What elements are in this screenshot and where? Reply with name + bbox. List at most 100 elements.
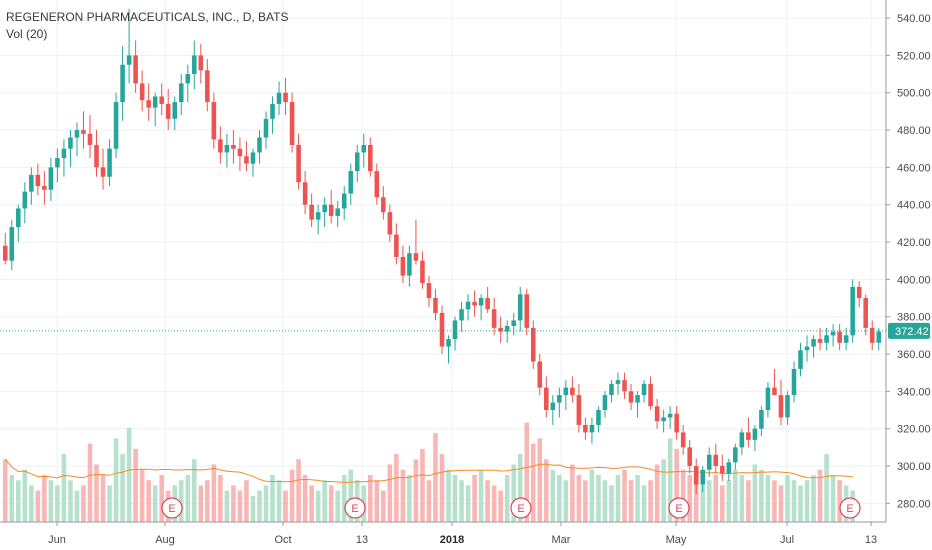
candle-body xyxy=(361,144,367,153)
candle-body xyxy=(420,260,425,284)
candle-body xyxy=(648,383,653,407)
volume-bar xyxy=(563,480,569,522)
volume-bar xyxy=(583,480,588,522)
volume-bar xyxy=(309,485,314,522)
volume-bar xyxy=(185,474,191,522)
volume-bar xyxy=(433,433,438,522)
candle-body xyxy=(850,286,855,336)
price-tick-label: 500.00 xyxy=(897,88,931,100)
candle-body xyxy=(680,432,686,448)
last-price-badge-bg xyxy=(888,322,930,339)
volume-bar xyxy=(713,474,719,522)
price-tick-label: 540.00 xyxy=(897,13,931,25)
candle-body xyxy=(720,466,725,474)
volume-bar xyxy=(452,474,458,522)
candle-body xyxy=(491,309,497,328)
volume-bar xyxy=(485,480,490,522)
candle-body xyxy=(394,234,399,257)
candle-body xyxy=(485,298,490,310)
volume-bar xyxy=(609,485,614,522)
candle-body xyxy=(667,413,673,418)
volume-bar xyxy=(491,485,497,522)
candle-body xyxy=(746,432,751,440)
candle-body xyxy=(9,227,15,261)
candle-body xyxy=(68,137,73,149)
candle-body xyxy=(152,96,158,108)
volume-bar xyxy=(120,454,125,522)
candle-body xyxy=(693,466,699,485)
volume-bar xyxy=(74,490,80,522)
volume-bar xyxy=(289,469,295,522)
volume-bar xyxy=(146,480,151,522)
candle-body xyxy=(472,301,477,306)
candle-body xyxy=(869,327,875,343)
candle-body xyxy=(289,102,295,145)
candle-body xyxy=(231,144,236,149)
candle-body xyxy=(315,212,321,220)
time-tick-label: 13 xyxy=(865,534,877,546)
volume-bar xyxy=(22,469,28,522)
price-tick-label: 480.00 xyxy=(897,125,931,137)
candle-body xyxy=(42,186,47,190)
volume-bar xyxy=(113,438,119,522)
candle-body xyxy=(328,204,334,216)
price-tick-label: 520.00 xyxy=(897,50,931,62)
candle-body xyxy=(524,294,530,328)
volume-bar xyxy=(107,485,112,522)
volume-bar xyxy=(511,464,516,522)
candle-body xyxy=(368,144,373,172)
candle-body xyxy=(61,148,67,159)
candle-body xyxy=(139,83,145,101)
volume-bar xyxy=(648,480,653,522)
candle-body xyxy=(296,144,301,183)
candle-body xyxy=(713,454,719,467)
candle-body xyxy=(837,331,842,343)
candle-body xyxy=(185,74,191,84)
candle-body xyxy=(244,156,249,164)
volume-bar xyxy=(322,480,327,522)
price-axis: 280.00 300.00 320.00 340.00 360.00 380.00 400.… xyxy=(885,0,931,522)
grid xyxy=(0,0,886,522)
candle-body xyxy=(726,462,732,474)
volume-bar xyxy=(211,464,217,522)
volume-bar xyxy=(400,469,406,522)
volume-bar xyxy=(368,474,373,522)
candle-body xyxy=(276,92,282,104)
candle-body xyxy=(87,133,93,145)
volume-bar xyxy=(837,480,842,522)
price-tick-label: 280.00 xyxy=(897,498,931,510)
candle-body xyxy=(302,182,308,205)
volume-bar xyxy=(55,485,60,522)
candle-body xyxy=(622,380,627,392)
candle-body xyxy=(752,428,758,440)
candle-body xyxy=(687,447,692,467)
volume-bar xyxy=(811,474,816,522)
volume-bar xyxy=(726,480,732,522)
earnings-marker-label: E xyxy=(517,503,524,515)
candle-body xyxy=(426,283,432,299)
candle-body xyxy=(81,130,86,134)
volume-bar xyxy=(772,480,777,522)
volume-bar xyxy=(244,480,249,522)
earnings-marker-label: E xyxy=(351,503,358,515)
volume-bar xyxy=(407,474,412,522)
candle-body xyxy=(628,391,634,403)
volume-bar xyxy=(635,474,640,522)
candle-body xyxy=(407,253,412,276)
candle-body xyxy=(785,395,790,418)
candle-body xyxy=(74,130,80,138)
volume-bar xyxy=(798,485,803,522)
candle-body xyxy=(35,174,41,187)
candle-body xyxy=(237,148,243,157)
last-price-value: 372.42 xyxy=(895,326,929,338)
volume-bar xyxy=(693,480,699,522)
volume-bar xyxy=(680,469,686,522)
volume-bar xyxy=(374,480,380,522)
last-price-badge: 372.42 xyxy=(888,322,930,339)
volume-bar xyxy=(224,490,230,522)
volume-bar xyxy=(126,427,132,522)
volume-bar xyxy=(159,474,164,522)
candle-body xyxy=(563,387,569,396)
volume-bar xyxy=(785,474,790,522)
